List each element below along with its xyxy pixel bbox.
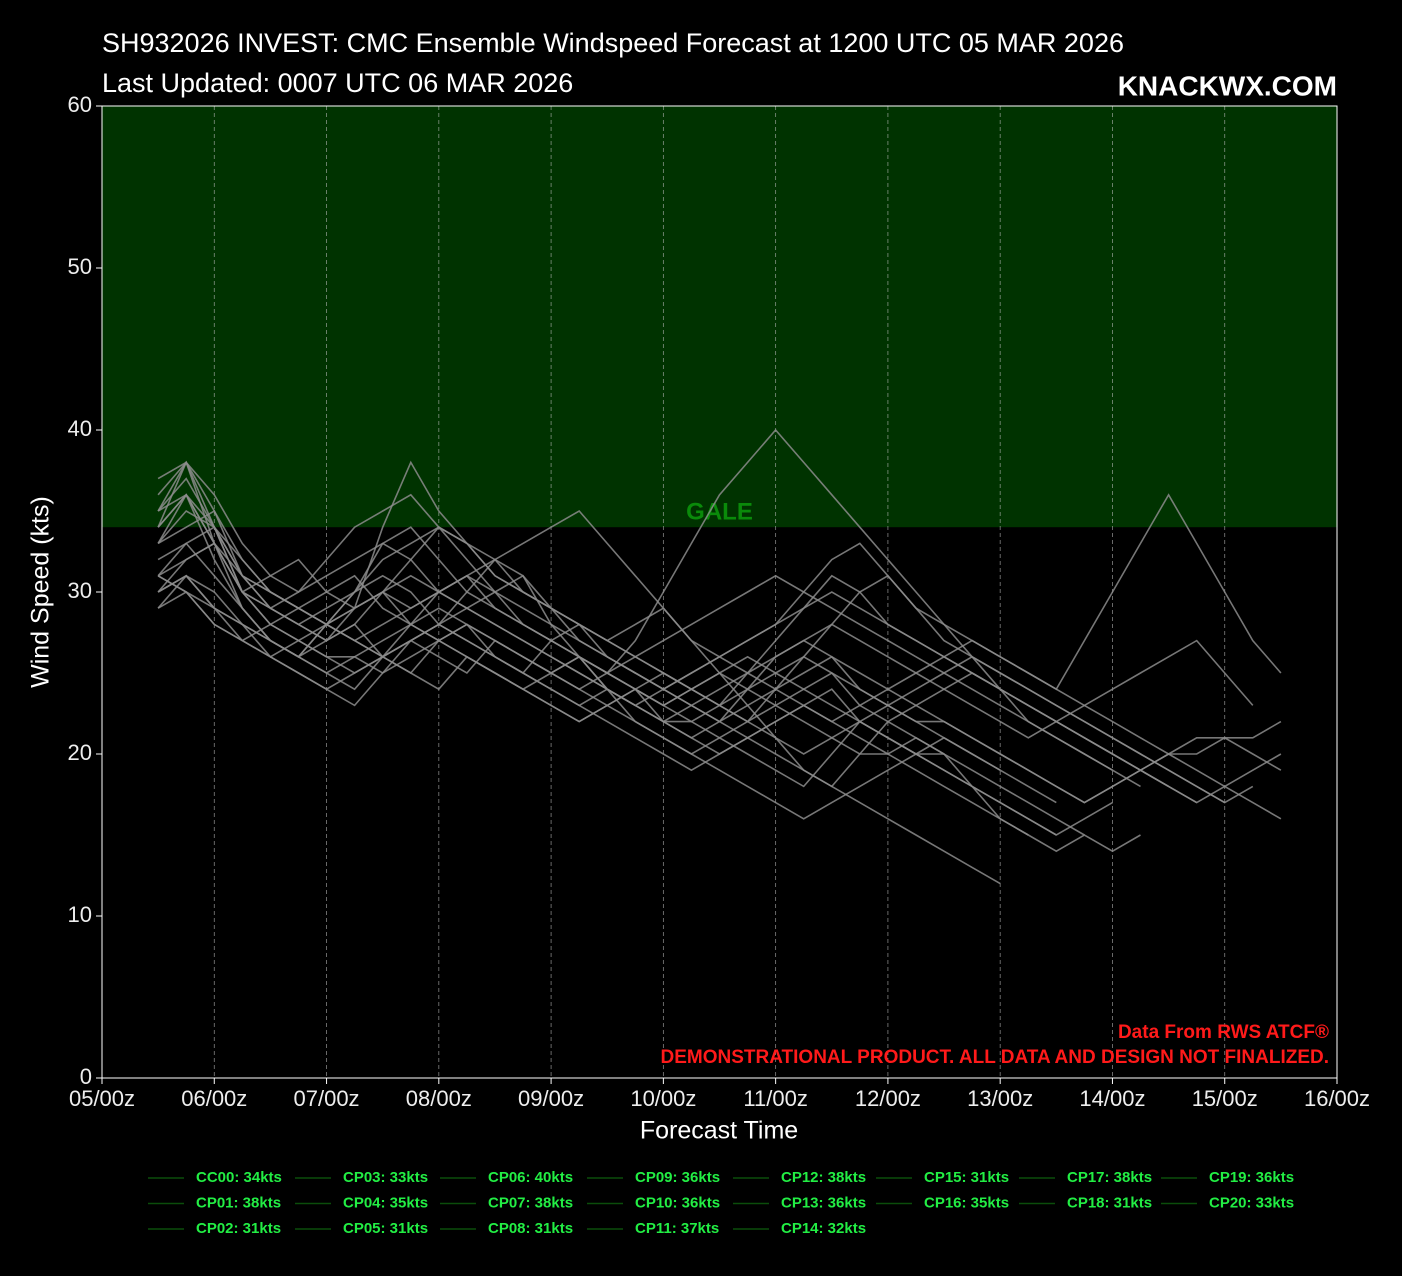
- x-axis-label: Forecast Time: [640, 1117, 798, 1145]
- gale-label: GALE: [686, 499, 753, 526]
- disclaimer: DEMONSTRATIONAL PRODUCT. ALL DATA AND DE…: [661, 1047, 1330, 1068]
- y-tick-label: 30: [68, 578, 92, 603]
- x-tick-label: 15/00z: [1192, 1086, 1258, 1111]
- legend-label: CP11: 37kts: [635, 1220, 719, 1237]
- source-note: Data From RWS ATCF®: [1118, 1022, 1329, 1043]
- y-tick-label: 10: [68, 902, 92, 927]
- x-tick-label: 10/00z: [630, 1086, 696, 1111]
- x-tick-label: 14/00z: [1079, 1086, 1145, 1111]
- x-tick-label: 05/00z: [69, 1086, 135, 1111]
- legend-label: CP16: 35kts: [924, 1194, 1009, 1211]
- series-line: [157, 574, 1254, 804]
- legend-label: CP15: 31kts: [924, 1169, 1009, 1186]
- legend-label: CP01: 38kts: [196, 1194, 281, 1211]
- y-tick-label: 40: [68, 416, 92, 441]
- plot-frame: [101, 105, 1338, 1079]
- x-tick-label: 06/00z: [181, 1086, 247, 1111]
- x-tick-label: 09/00z: [518, 1086, 584, 1111]
- x-tick-label: 16/00z: [1304, 1086, 1370, 1111]
- legend-label: CP20: 33kts: [1209, 1194, 1294, 1211]
- legend-label: CP13: 36kts: [781, 1194, 866, 1211]
- legend-label: CP04: 35kts: [343, 1194, 428, 1211]
- y-tick-label: 20: [68, 740, 92, 765]
- x-tick-label: 11/00z: [743, 1086, 807, 1111]
- x-tick-label: 07/00z: [294, 1086, 360, 1111]
- brand: KNACKWX.COM: [1118, 70, 1337, 101]
- legend-label: CP09: 36kts: [635, 1169, 720, 1186]
- legend-label: CP10: 36kts: [635, 1194, 720, 1211]
- legend-label: CP06: 40kts: [488, 1169, 573, 1186]
- series-line: [157, 461, 1282, 723]
- y-tick-label: 0: [80, 1064, 92, 1089]
- legend-label: CP14: 32kts: [781, 1220, 866, 1237]
- legend-label: CP02: 31kts: [196, 1220, 281, 1237]
- y-axis-label: Wind Speed (kts): [27, 496, 55, 688]
- x-tick-label: 12/00z: [855, 1086, 921, 1111]
- legend-label: CP03: 33kts: [343, 1169, 428, 1186]
- legend-label: CP07: 38kts: [488, 1194, 573, 1211]
- legend-label: CC00: 34kts: [196, 1169, 282, 1186]
- chart-subtitle: Last Updated: 0007 UTC 06 MAR 2026: [102, 68, 573, 98]
- legend-label: CP19: 36kts: [1209, 1169, 1294, 1186]
- legend-label: CP17: 38kts: [1067, 1169, 1152, 1186]
- legend-label: CP05: 31kts: [343, 1220, 428, 1237]
- y-tick-label: 50: [68, 254, 92, 279]
- chart-title: SH932026 INVEST: CMC Ensemble Windspeed …: [102, 28, 1124, 58]
- legend-label: CP12: 38kts: [781, 1169, 866, 1186]
- series-line: [157, 542, 1029, 836]
- y-tick-label: 60: [68, 92, 92, 117]
- series-line: [157, 574, 1113, 836]
- x-tick-label: 13/00z: [967, 1086, 1033, 1111]
- legend-label: CP18: 31kts: [1067, 1194, 1152, 1211]
- gale-band: [102, 106, 1337, 528]
- legend-label: CP08: 31kts: [488, 1220, 573, 1237]
- series-line: [157, 493, 1282, 804]
- x-tick-label: 08/00z: [406, 1086, 472, 1111]
